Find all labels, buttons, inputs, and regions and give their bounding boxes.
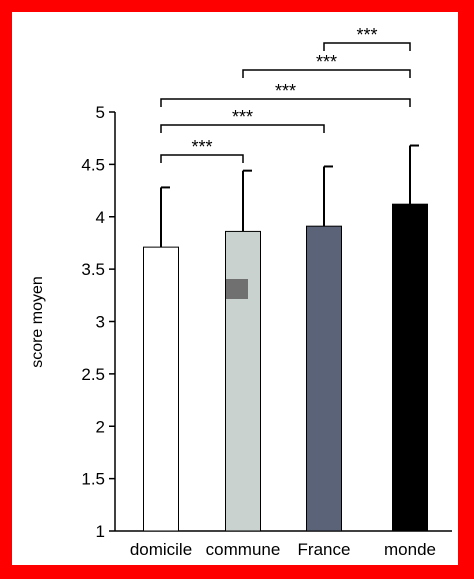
significance-label: *** (191, 137, 212, 157)
y-tick-label: 4.5 (81, 155, 105, 174)
significance-bracket (242, 69, 411, 78)
error-bars (160, 144, 419, 248)
bar-commune (225, 230, 261, 532)
significance-bracket (323, 42, 411, 51)
y-tick-label: 3.5 (81, 260, 105, 279)
significance-label: *** (275, 81, 296, 101)
significance-bracket (160, 124, 325, 133)
bar-domicile (143, 246, 179, 532)
significance-label: *** (316, 52, 337, 72)
y-tick-label: 1 (96, 522, 105, 541)
bar-monde (392, 203, 428, 532)
x-tick-label-France: France (298, 540, 351, 559)
y-tick-label: 3 (96, 313, 105, 332)
x-tick-label-domicile: domicile (130, 540, 192, 559)
significance-brackets: *** *** *** *** *** (160, 25, 411, 163)
x-tick-label-monde: monde (384, 540, 436, 559)
y-tick-label: 1.5 (81, 470, 105, 489)
y-tick-label: 5 (96, 103, 105, 122)
significance-bracket (160, 98, 411, 107)
y-tick-label: 2 (96, 417, 105, 436)
bar-France (306, 225, 342, 532)
y-axis-title: score moyen (29, 276, 46, 368)
significance-label: *** (356, 25, 377, 45)
axes: 1 1.5 2 2.5 3 3.5 4 4.5 5 domicile commune France mo… (81, 103, 452, 559)
significance-label: *** (232, 107, 253, 127)
x-tick-label-commune: commune (206, 540, 281, 559)
bars (143, 203, 428, 532)
y-tick-label: 4 (96, 208, 105, 227)
y-tick-label: 2.5 (81, 365, 105, 384)
legend-swatch-artifact (226, 279, 248, 299)
significance-bracket (160, 154, 244, 163)
